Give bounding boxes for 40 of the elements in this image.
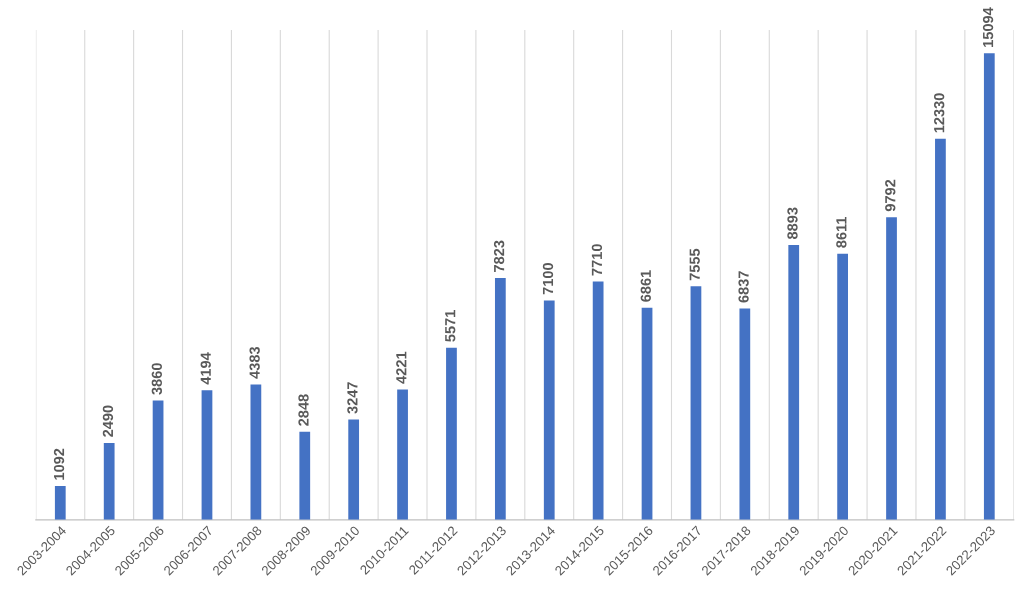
bar xyxy=(886,217,897,520)
data-label: 6861 xyxy=(640,270,651,302)
data-label: 5571 xyxy=(445,310,456,342)
data-label: 8611 xyxy=(836,216,847,248)
bar xyxy=(446,347,457,520)
data-label: 7555 xyxy=(689,248,700,281)
bar xyxy=(935,138,946,520)
bar xyxy=(739,308,751,520)
bar xyxy=(837,253,848,520)
bar xyxy=(103,442,115,520)
bar xyxy=(54,486,66,520)
data-label: 3860 xyxy=(151,363,163,395)
data-label: 4383 xyxy=(249,346,260,379)
bar xyxy=(299,431,311,520)
data-label: 3247 xyxy=(347,382,358,414)
bar xyxy=(494,278,506,520)
bar xyxy=(250,384,262,520)
data-label: 2490 xyxy=(102,405,114,437)
data-label: 7710 xyxy=(591,244,603,276)
data-label: 7823 xyxy=(493,240,505,272)
data-label: 15094 xyxy=(982,7,994,47)
bar xyxy=(641,307,653,520)
bar xyxy=(201,390,213,520)
bar xyxy=(397,389,408,520)
data-label: 1092 xyxy=(53,448,65,480)
bar xyxy=(592,281,604,520)
data-label: 12330 xyxy=(934,93,945,133)
bar xyxy=(788,245,800,520)
data-label: 8893 xyxy=(787,207,798,239)
data-label: 6837 xyxy=(738,271,749,303)
data-label: 4194 xyxy=(200,352,211,385)
bar xyxy=(690,286,702,520)
data-label: 7100 xyxy=(542,263,554,295)
bar xyxy=(983,53,995,520)
bar xyxy=(543,300,555,520)
data-label: 9792 xyxy=(885,179,896,212)
data-label: 4221 xyxy=(396,351,407,384)
bar xyxy=(152,400,164,520)
bar xyxy=(348,419,360,520)
data-label: 2848 xyxy=(298,394,309,426)
